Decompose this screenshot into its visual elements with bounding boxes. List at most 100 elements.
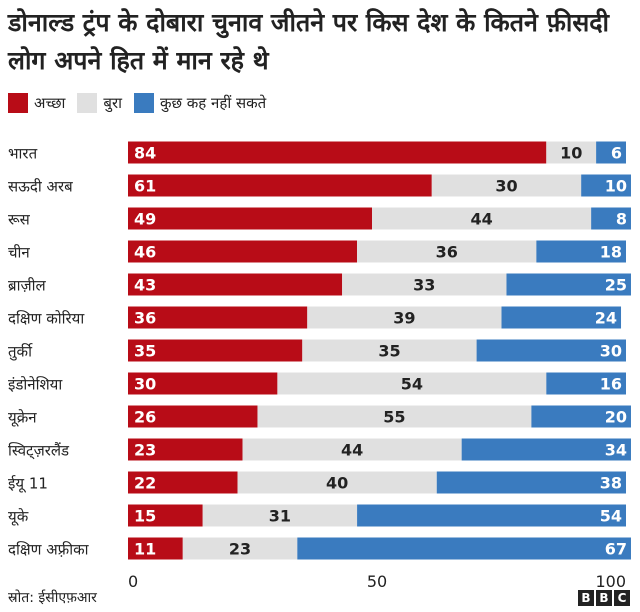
data-label: 18 — [600, 243, 622, 262]
x-tick-label: 50 — [367, 572, 387, 591]
bar-segment — [461, 438, 631, 461]
data-label: 36 — [134, 309, 156, 328]
x-tick-label: 100 — [595, 572, 626, 591]
bar-segment — [128, 405, 258, 428]
bbc-logo-letter: C — [614, 590, 630, 606]
bar-segment — [128, 240, 358, 263]
data-label: 23 — [134, 441, 156, 460]
data-label: 44 — [470, 210, 492, 229]
bar-segment — [128, 141, 547, 164]
category-label: यूके — [8, 508, 29, 527]
data-label: 24 — [595, 309, 617, 328]
bar-segment — [128, 372, 278, 395]
legend-label-good: अच्छा — [34, 94, 66, 112]
data-label: 11 — [134, 540, 156, 559]
bar-segment — [302, 339, 477, 362]
data-label: 55 — [383, 408, 405, 427]
data-label: 8 — [616, 210, 627, 229]
data-label: 20 — [605, 408, 627, 427]
category-label: दक्षिण कोरिया — [8, 310, 85, 328]
bar-segment — [128, 504, 203, 527]
bar-segment — [536, 240, 626, 263]
legend-swatch-unsure — [133, 93, 154, 113]
bar-segment — [237, 471, 437, 494]
data-label: 10 — [605, 177, 627, 196]
category-label: चीन — [8, 244, 30, 262]
legend-swatch-good — [8, 93, 28, 113]
category-label: इंडोनेशिया — [8, 376, 63, 394]
data-label: 30 — [600, 342, 622, 361]
data-label: 46 — [134, 243, 156, 262]
legend-swatch-bad — [77, 93, 98, 113]
data-label: 22 — [134, 474, 156, 493]
bar-segment — [128, 273, 343, 296]
bar-segment — [257, 405, 532, 428]
legend-item-unsure: कुछ कह नहीं सकते — [133, 93, 267, 113]
data-label: 10 — [560, 144, 582, 163]
data-label: 35 — [134, 342, 156, 361]
bar-segment — [128, 438, 243, 461]
data-label: 16 — [600, 375, 622, 394]
category-label: स्विट्ज़रलैंड — [8, 442, 70, 460]
data-label: 49 — [134, 210, 156, 229]
category-label: दक्षिण अफ़्रीका — [8, 541, 90, 559]
data-label: 6 — [611, 144, 622, 163]
data-label: 54 — [600, 507, 622, 526]
bar-segment — [128, 207, 373, 230]
category-label: भारत — [8, 145, 38, 163]
bar-segment — [297, 537, 631, 560]
legend-label-unsure: कुछ कह नहीं सकते — [159, 94, 267, 112]
data-label: 30 — [134, 375, 156, 394]
legend: अच्छा बुरा कुछ कह नहीं सकते — [8, 92, 278, 114]
category-label: रूस — [8, 211, 31, 229]
legend-item-bad: बुरा — [77, 93, 122, 113]
data-label: 61 — [134, 177, 156, 196]
bar-segment — [202, 504, 358, 527]
bar-segment — [591, 207, 631, 230]
data-label: 23 — [229, 540, 251, 559]
data-label: 43 — [134, 276, 156, 295]
bar-segment — [531, 405, 631, 428]
bar-segment — [546, 372, 626, 395]
bar-segment — [128, 339, 303, 362]
category-label: सऊदी अरब — [8, 178, 73, 196]
bar-segment — [506, 273, 631, 296]
bar-segment — [128, 471, 238, 494]
bar-segment — [357, 504, 626, 527]
category-label: तुर्की — [8, 343, 33, 362]
data-label: 31 — [269, 507, 291, 526]
category-label: ईयू 11 — [8, 475, 48, 494]
data-label: 26 — [134, 408, 156, 427]
category-label: ब्राज़ील — [8, 277, 46, 295]
bar-segment — [128, 306, 308, 329]
bar-segment — [596, 141, 626, 164]
legend-label-bad: बुरा — [103, 94, 122, 112]
data-label: 33 — [413, 276, 435, 295]
bar-segment — [501, 306, 622, 329]
bar-segment — [307, 306, 502, 329]
data-label: 35 — [378, 342, 400, 361]
legend-item-good: अच्छा — [8, 93, 65, 113]
bar-segment — [357, 240, 537, 263]
data-label: 38 — [600, 474, 622, 493]
bar-segment — [128, 537, 183, 560]
data-label: 34 — [605, 441, 627, 460]
data-label: 54 — [401, 375, 423, 394]
bar-segment — [431, 174, 582, 197]
bar-segment — [277, 372, 547, 395]
bar-segment — [242, 438, 462, 461]
bar-segment — [342, 273, 507, 296]
data-label: 39 — [393, 309, 415, 328]
bar-segment — [436, 471, 626, 494]
data-label: 40 — [326, 474, 348, 493]
data-label: 25 — [605, 276, 627, 295]
category-label: यूक्रेन — [8, 409, 37, 428]
bbc-logo-letter: B — [596, 590, 612, 606]
data-label: 67 — [605, 540, 627, 559]
bar-segment — [581, 174, 631, 197]
data-label: 15 — [134, 507, 156, 526]
bar-segment — [476, 339, 626, 362]
data-label: 36 — [436, 243, 458, 262]
bar-segment — [546, 141, 597, 164]
